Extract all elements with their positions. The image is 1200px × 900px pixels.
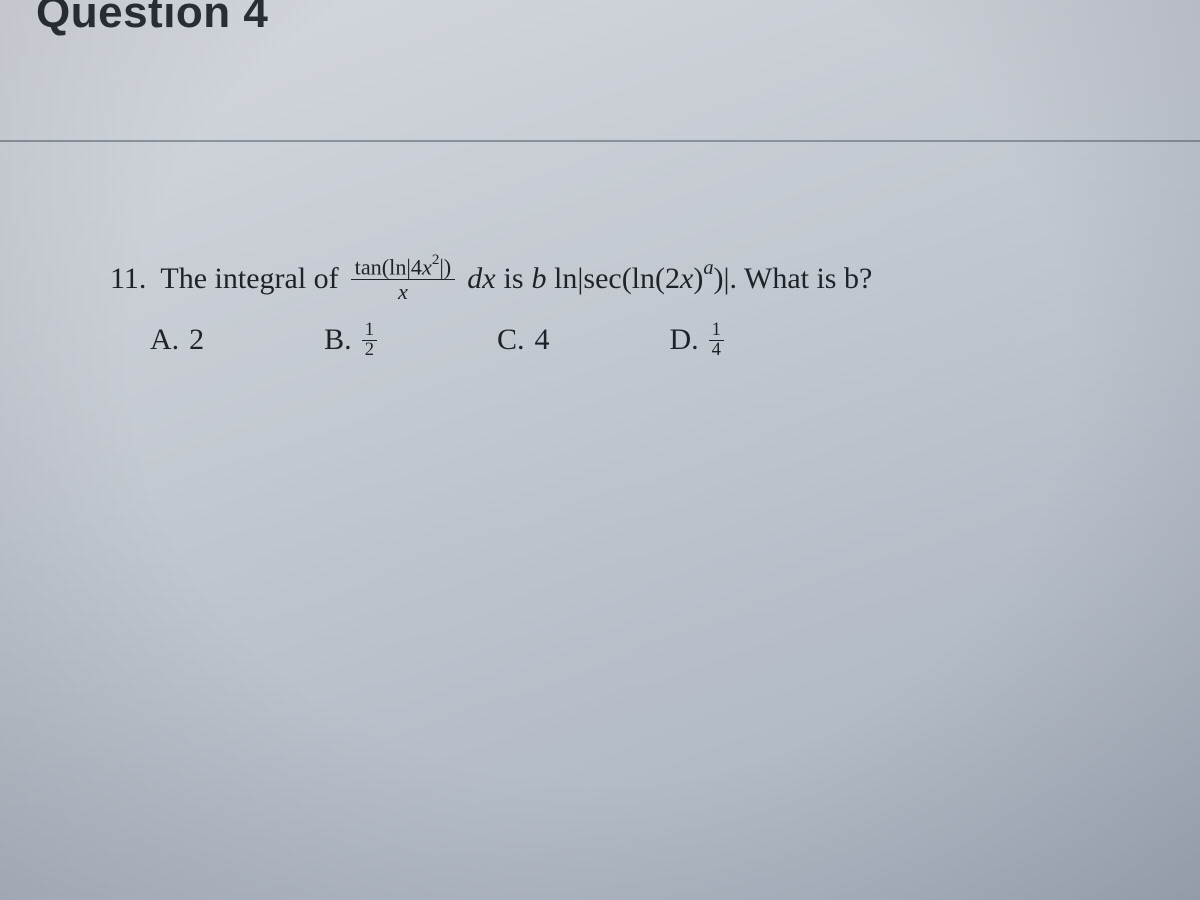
question-number: 11.: [110, 259, 146, 300]
num-var-x: x: [422, 254, 432, 279]
exam-screenshot: Question 4 11. The integral of tan(ln|4x…: [0, 0, 1200, 900]
dx-x: x: [482, 262, 495, 295]
choice-d-den: 4: [709, 341, 724, 360]
stem-lnsec: ln|sec(ln(2: [547, 262, 680, 295]
choice-b[interactable]: B. 1 2: [324, 321, 377, 359]
stem-result: b ln|sec(ln(2x)a)|. What is b?: [532, 258, 873, 300]
choice-a-letter: A.: [150, 323, 179, 357]
choice-d-num: 1: [709, 321, 724, 341]
num-close: |): [439, 254, 451, 279]
question-11: 11. The integral of tan(ln|4x2|) x dx is…: [110, 255, 1140, 359]
horizontal-divider: [0, 140, 1200, 142]
choice-d-letter: D.: [670, 323, 699, 357]
choice-c-letter: C.: [497, 323, 525, 357]
var-x-2: x: [680, 262, 693, 295]
stem-text-prefix: The integral of: [160, 259, 338, 300]
choice-d-fraction: 1 4: [709, 321, 724, 359]
answer-choices: A. 2 B. 1 2 C. 4 D. 1 4: [110, 321, 1140, 359]
stem-tail: )|. What is b?: [714, 262, 873, 295]
choice-c[interactable]: C. 4: [497, 323, 550, 357]
choice-c-value: 4: [535, 323, 550, 357]
close-paren: ): [693, 262, 703, 295]
num-tan-open: tan(: [355, 254, 390, 279]
fraction-denominator: x: [394, 280, 412, 303]
choice-a[interactable]: A. 2: [150, 323, 204, 357]
stem-is: is: [504, 259, 524, 300]
integrand-fraction: tan(ln|4x2|) x: [351, 255, 456, 303]
coef-b: b: [532, 262, 547, 295]
num-exp-2: 2: [432, 252, 440, 268]
page-header-partial: Question 4: [36, 0, 268, 38]
choice-a-value: 2: [189, 323, 204, 357]
choice-b-letter: B.: [324, 323, 352, 357]
num-ln4: ln|4: [389, 254, 422, 279]
choice-b-fraction: 1 2: [362, 321, 377, 359]
choice-b-num: 1: [362, 321, 377, 341]
fraction-numerator: tan(ln|4x2|): [351, 255, 456, 280]
question-stem: 11. The integral of tan(ln|4x2|) x dx is…: [110, 255, 1140, 303]
stem-dx: dx: [467, 259, 495, 300]
choice-b-den: 2: [362, 341, 377, 360]
screen-grain-overlay: [0, 0, 1200, 900]
exp-a: a: [703, 257, 713, 279]
choice-d[interactable]: D. 1 4: [670, 321, 724, 359]
dx-d: d: [467, 262, 482, 295]
vignette-overlay: [0, 0, 1200, 900]
